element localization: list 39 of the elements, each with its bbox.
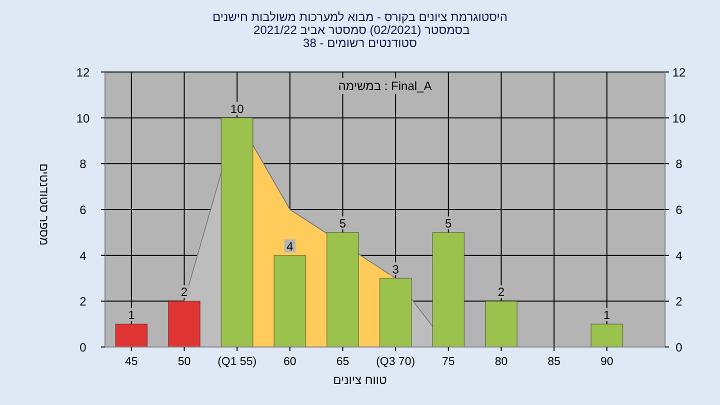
data-label: 1 [604,308,611,322]
y2-tick-label: 2 [676,294,683,309]
x-tick-label: 85 [548,356,560,368]
y2-tick-label: 8 [676,157,683,172]
y2-tick-label: 0 [676,340,683,354]
x-tick-label: (Q1 55) [218,356,257,368]
x-tick-label: (Q3 70) [376,356,416,368]
x-tick-label: 60 [284,356,296,368]
bar [274,254,306,348]
y2-tick-label: 12 [672,66,686,80]
y2-tick-label: 6 [676,203,683,217]
annotation: Final_A : במשימה [338,79,432,93]
y-tick-label: 12 [76,66,90,80]
data-label: 1 [128,308,136,322]
y-tick-label: 10 [76,111,90,126]
y2-tick-label: 10 [672,111,686,126]
y-tick-label: 6 [80,203,87,217]
data-label: 10 [230,102,244,116]
x-tick-label: 80 [494,356,508,368]
y-axis-title: מספר סטודנטים [37,163,51,246]
chart-subtitle: בסמסטר (02/2021) סמסטר אביב 2021/22 סטודנטים רשומים - 38 [250,23,470,50]
x-tick-label: 65 [336,356,350,368]
data-label: 4 [286,239,294,254]
data-label: 5 [339,216,346,230]
x-tick-label: 50 [178,356,191,368]
y-tick-label: 2 [80,294,87,309]
y2-tick-label: 4 [676,248,683,263]
x-tick-label: 90 [600,356,614,368]
y-tick-label: 0 [80,340,87,354]
data-label: 3 [392,262,400,276]
x-axis-title: טווח ציונים [333,373,388,387]
chart-title: היסטוגרמת ציונים בקורס - מבוא למערכות משולבות חישנים [212,10,508,24]
data-label: 2 [498,285,505,300]
data-label: 5 [445,216,452,230]
data-label: 2 [180,285,188,300]
x-tick-label: 45 [125,356,138,368]
y-tick-label: 4 [80,248,87,263]
y-tick-label: 8 [80,157,87,172]
x-tick-label: 75 [442,356,455,368]
